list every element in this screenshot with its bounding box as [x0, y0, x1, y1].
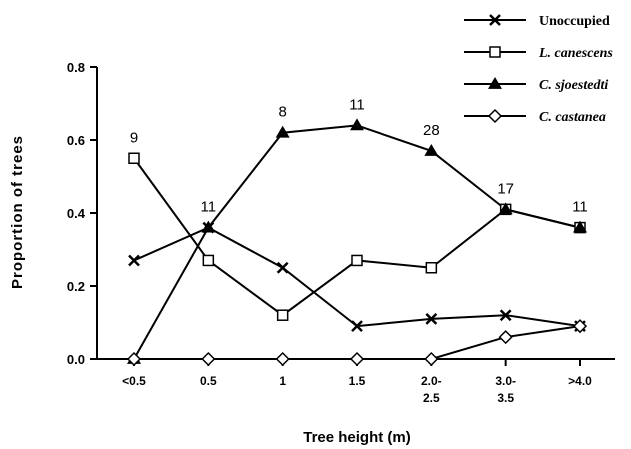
legend-item: L. canescens	[464, 46, 613, 61]
x-tick-label: 2.0-	[421, 374, 442, 388]
x-tick-label: <0.5	[122, 374, 146, 388]
x-tick-label: 1	[279, 374, 286, 388]
series-line	[133, 124, 581, 360]
sample-size-label: 17	[497, 180, 514, 197]
sample-size-label: 9	[130, 129, 138, 146]
sample-size-labels: 9 11 8 11 28 17 11	[130, 96, 588, 215]
legend-item: C. castanea	[464, 108, 606, 125]
series-c-sjoestedti	[133, 124, 581, 360]
point-marker	[351, 254, 363, 267]
x-tick-label: 0.5	[200, 374, 217, 388]
x-tick-label: 3.5	[497, 391, 514, 405]
point-marker	[275, 351, 290, 367]
y-tick-label: 0.4	[67, 206, 86, 221]
x-tick-label: 1.5	[349, 374, 366, 388]
y-axis-label: Proportion of trees	[9, 135, 26, 289]
series-markers	[128, 152, 586, 321]
sample-size-label: 28	[423, 122, 440, 139]
y-tick-label: 0.2	[67, 279, 85, 294]
point-marker	[276, 309, 289, 321]
point-marker	[126, 351, 142, 367]
point-marker	[425, 312, 438, 325]
legend-label: Unoccupied	[539, 14, 610, 29]
point-marker	[424, 351, 439, 367]
sample-size-label: 11	[572, 199, 588, 216]
point-marker	[573, 220, 587, 233]
x-tick-label: >4.0	[568, 374, 592, 388]
point-marker	[128, 254, 140, 267]
point-marker	[489, 14, 501, 26]
point-marker	[350, 118, 364, 131]
point-marker	[349, 351, 365, 367]
point-marker	[489, 46, 501, 58]
point-marker	[425, 262, 438, 274]
point-marker	[488, 77, 502, 89]
legend-label: L. canescens	[538, 46, 613, 61]
legend-label: C. sjoestedti	[539, 78, 608, 93]
x-axis-label: Tree height (m)	[303, 429, 411, 446]
series-markers	[126, 319, 588, 367]
y-tick-label: 0.8	[67, 60, 85, 75]
chart-axes: 0.0 0.2 0.4 0.6 0.8 <0.5 0.5 1 1.5 2.0- 2.5 3.0- 3.5…	[67, 60, 615, 405]
sample-size-label: 11	[349, 96, 365, 113]
point-marker	[487, 108, 503, 124]
point-marker	[499, 309, 512, 322]
legend-label: C. castanea	[539, 110, 606, 125]
point-marker	[498, 202, 513, 215]
x-tick-label: 2.5	[423, 391, 440, 405]
legend-item: C. sjoestedti	[464, 77, 608, 93]
legend-item: Unoccupied	[464, 14, 610, 29]
point-marker	[498, 330, 513, 345]
series-markers	[128, 221, 586, 333]
point-marker	[424, 143, 439, 156]
sample-size-label: 11	[201, 199, 217, 216]
point-marker	[351, 320, 363, 333]
chart-series	[126, 118, 588, 367]
y-tick-label: 0.0	[67, 352, 85, 367]
point-marker	[201, 220, 216, 233]
point-marker	[275, 125, 290, 138]
sample-size-label: 8	[278, 104, 286, 121]
point-marker	[276, 261, 289, 274]
point-marker	[202, 254, 215, 267]
point-marker	[128, 152, 140, 164]
y-tick-label: 0.6	[67, 133, 85, 148]
x-tick-label: 3.0-	[495, 374, 516, 388]
point-marker	[201, 351, 216, 367]
point-marker	[572, 319, 588, 334]
chart-legend: Unoccupied L. canescens C. sjoestedti C. ca…	[464, 14, 613, 125]
